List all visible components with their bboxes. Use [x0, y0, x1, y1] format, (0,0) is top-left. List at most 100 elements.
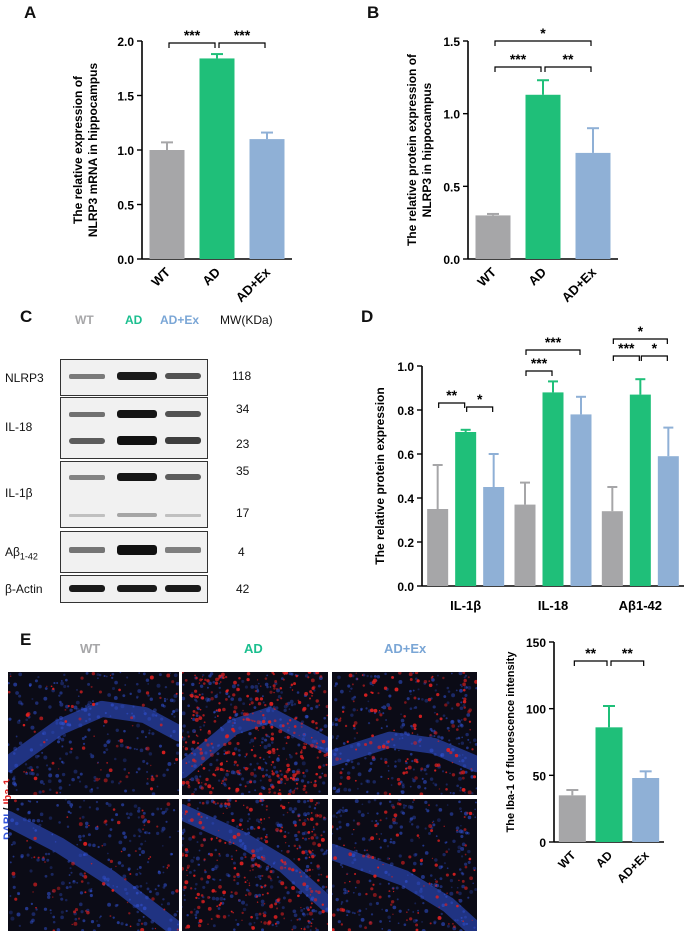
- dapi-cell: [182, 831, 185, 835]
- iba1-cell: [286, 735, 290, 739]
- dapi-cell: [133, 834, 136, 838]
- iba1-cell: [316, 742, 319, 745]
- micrograph-ad-top: [182, 672, 328, 795]
- dapi-cell: [97, 845, 100, 849]
- dapi-cell: [151, 792, 156, 795]
- dapi-cell: [187, 704, 190, 708]
- dapi-cell: [195, 714, 199, 717]
- iba1-cell: [276, 898, 280, 903]
- dapi-cell: [266, 685, 269, 689]
- dapi-cell: [36, 765, 39, 769]
- dapi-cell: [417, 688, 420, 691]
- dapi-cell: [320, 848, 324, 852]
- b-bar-wt: [475, 215, 511, 259]
- dapi-cell: [371, 820, 374, 823]
- dapi-cell: [353, 737, 356, 740]
- dapi-cell: [464, 674, 468, 677]
- dapi-cell: [292, 820, 297, 825]
- dapi-cell: [314, 739, 318, 743]
- dapi-cell: [449, 891, 454, 896]
- dapi-cell: [301, 737, 305, 741]
- iba1-cell: [313, 833, 317, 837]
- dapi-cell: [166, 902, 171, 906]
- dapi-cell: [412, 801, 414, 804]
- dapi-cell: [114, 706, 119, 710]
- iba1-cell: [300, 751, 303, 754]
- dapi-cell: [334, 698, 338, 702]
- dapi-cell: [199, 801, 202, 804]
- e-ytick-label: 0: [539, 836, 546, 850]
- iba1-cell: [456, 829, 458, 832]
- iba1-cell: [299, 871, 301, 874]
- b-sig-bracket: [494, 40, 592, 46]
- iba1-cell: [262, 912, 265, 915]
- iba1-cell: [236, 741, 240, 746]
- dapi-cell: [420, 874, 425, 879]
- dapi-cell: [358, 909, 362, 913]
- iba1-cell: [471, 748, 474, 751]
- dapi-cell: [219, 896, 224, 901]
- iba1-cell: [232, 752, 236, 756]
- iba1-cell: [201, 826, 205, 830]
- iba1-cell: [286, 811, 289, 814]
- dapi-cell: [20, 702, 24, 706]
- iba1-cell: [325, 886, 328, 888]
- iba1-cell: [315, 772, 318, 776]
- iba1-cell: [161, 750, 166, 755]
- iba1-cell: [207, 730, 212, 735]
- dapi-cell: [59, 702, 64, 707]
- dapi-cell: [122, 758, 127, 763]
- dapi-cell: [326, 888, 328, 893]
- dapi-cell: [435, 683, 438, 686]
- dapi-cell: [172, 709, 176, 713]
- dapi-cell: [121, 864, 124, 868]
- iba1-cell: [108, 768, 113, 773]
- iba1-cell: [272, 684, 276, 688]
- dapi-cell: [304, 674, 309, 678]
- dapi-cell: [45, 738, 48, 742]
- iba1-cell: [253, 754, 257, 758]
- iba1-cell: [310, 902, 313, 905]
- dapi-cell: [175, 708, 179, 713]
- dapi-cell: [138, 871, 141, 874]
- dapi-cell: [366, 674, 369, 678]
- dapi-cell: [446, 726, 450, 730]
- dapi-cell: [423, 780, 427, 784]
- dapi-cell: [39, 743, 43, 747]
- dapi-cell: [142, 915, 145, 918]
- dapi-cell: [368, 838, 372, 842]
- iba1-cell: [210, 697, 214, 701]
- dapi-cell: [182, 729, 184, 733]
- dapi-cell: [412, 861, 417, 866]
- iba1-cell: [423, 679, 428, 684]
- e-sig-label: **: [585, 645, 596, 661]
- dapi-cell: [358, 913, 361, 917]
- iba1-cell: [251, 849, 255, 853]
- e-ytick-label: 100: [526, 703, 546, 717]
- dapi-cell: [228, 829, 233, 834]
- dapi-cell: [60, 760, 64, 764]
- dapi-cell: [61, 721, 65, 726]
- dapi-cell: [95, 800, 99, 804]
- iba1-cell: [311, 692, 314, 695]
- iba1-cell: [296, 847, 299, 850]
- dapi-cell: [367, 812, 369, 815]
- iba1-cell: [271, 785, 275, 789]
- dapi-cell: [59, 700, 62, 704]
- dapi-cell: [351, 833, 354, 836]
- iba1-cell: [293, 725, 297, 728]
- dapi-cell: [218, 691, 222, 694]
- dapi-cell: [395, 821, 398, 825]
- dapi-cell: [325, 907, 328, 911]
- dapi-cell: [267, 775, 271, 779]
- iba1-cell: [51, 761, 55, 765]
- dapi-cell: [433, 735, 436, 738]
- dapi-cell: [398, 737, 401, 740]
- dapi-cell: [309, 898, 314, 902]
- dapi-cell: [265, 762, 268, 765]
- d-sig-bracket: [525, 370, 553, 376]
- iba1-cell: [356, 709, 358, 711]
- iba1-cell: [295, 752, 298, 755]
- dapi-cell: [40, 820, 44, 823]
